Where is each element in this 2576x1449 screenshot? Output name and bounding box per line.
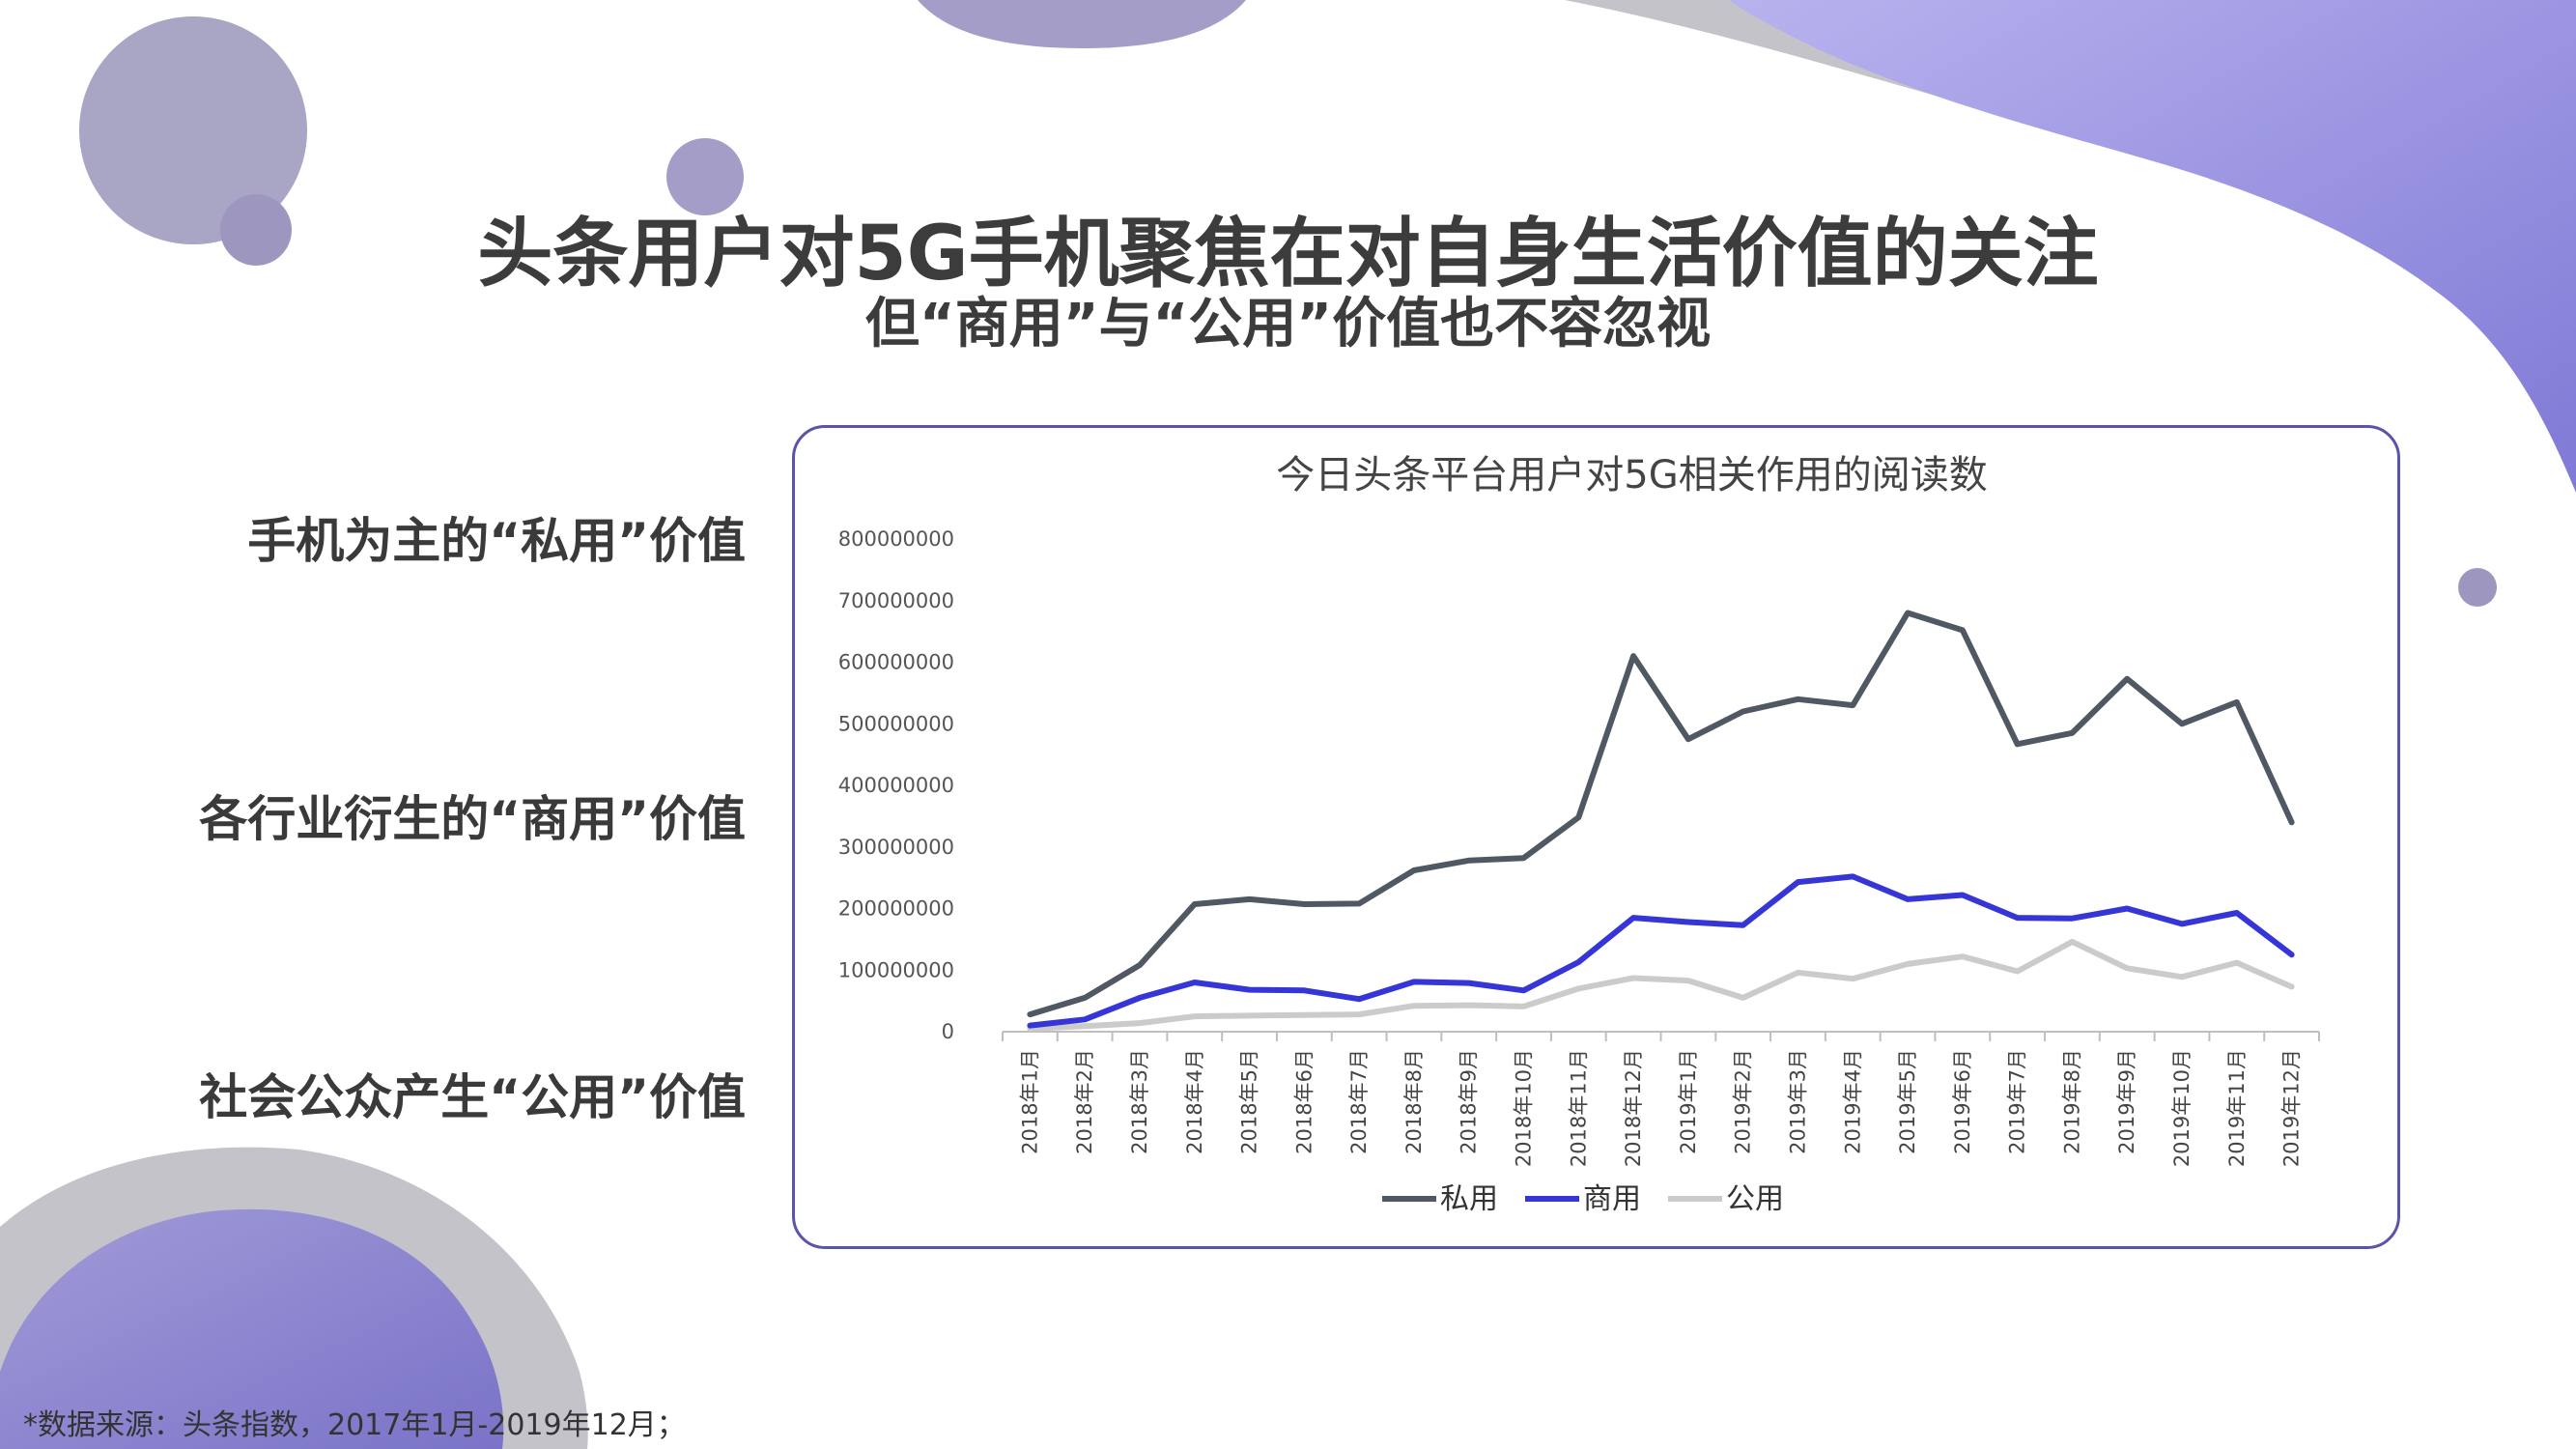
x-tick-label: 2019年12月 <box>2280 1049 2304 1167</box>
y-tick-label: 700000000 <box>838 589 954 612</box>
series-line-私用 <box>1027 610 2295 1018</box>
y-tick-label: 600000000 <box>838 651 954 674</box>
line-chart: 今日头条平台用户对5G相关作用的阅读数 0 100000000 200000000 30… <box>838 453 2320 1216</box>
series-line-公用 <box>1027 938 2295 1032</box>
side-label-public: 社会公众产生“公用”价值 <box>199 1069 746 1125</box>
right-dot <box>2458 568 2497 607</box>
small-circle <box>220 194 292 266</box>
top-right-purple-blob <box>1729 0 2576 493</box>
y-tick-label: 400000000 <box>838 774 954 797</box>
series-line-商用 <box>1027 873 2295 1029</box>
legend-label: 商用 <box>1583 1182 1641 1216</box>
y-tick-label: 0 <box>942 1020 954 1043</box>
x-tick-label: 2018年11月 <box>1567 1049 1590 1167</box>
x-tick-label: 2018年6月 <box>1292 1049 1316 1154</box>
y-tick-label: 300000000 <box>838 836 954 859</box>
x-tick-label: 2019年5月 <box>1896 1049 1919 1154</box>
x-tick-label: 2018年5月 <box>1238 1049 1261 1154</box>
page-subtitle: 但“商用”与“公用”价值也不容忽视 <box>864 293 1712 355</box>
x-tick-label: 2019年2月 <box>1732 1049 1755 1154</box>
y-tick-label: 100000000 <box>838 958 954 981</box>
x-tick-label: 2018年9月 <box>1458 1049 1481 1154</box>
x-tick-label: 2018年1月 <box>1018 1049 1041 1154</box>
chart-container: 今日头条平台用户对5G相关作用的阅读数 0 100000000 200000000 30… <box>792 425 2400 1249</box>
tiny-circle-near-title <box>666 138 744 215</box>
page-title: 头条用户对5G手机聚焦在对自身生活价值的关注 <box>477 211 2099 298</box>
top-center-half-circle <box>918 0 1246 48</box>
x-tick-label: 2019年11月 <box>2225 1049 2249 1167</box>
x-tick-label: 2019年8月 <box>2060 1049 2083 1154</box>
bottom-left-purple-blob <box>0 1208 504 1449</box>
x-tick-label: 2018年8月 <box>1402 1049 1426 1154</box>
x-tick-label: 2018年4月 <box>1183 1049 1206 1154</box>
chart-title: 今日头条平台用户对5G相关作用的阅读数 <box>1276 453 1987 497</box>
legend-label: 公用 <box>1726 1182 1784 1216</box>
x-tick-label: 2019年3月 <box>1786 1049 1809 1154</box>
footnote-source: *数据来源：头条指数，2017年1月-2019年12月； <box>23 1408 686 1442</box>
x-tick-label: 2018年12月 <box>1622 1049 1645 1167</box>
large-circle <box>79 16 307 244</box>
x-tick-label: 2019年10月 <box>2170 1049 2194 1167</box>
x-tick-label: 2019年1月 <box>1677 1049 1700 1154</box>
x-tick-label: 2018年3月 <box>1128 1049 1151 1154</box>
side-label-private: 手机为主的“私用”价值 <box>247 513 746 569</box>
x-tick-label: 2018年7月 <box>1347 1049 1371 1154</box>
y-tick-label: 800000000 <box>838 527 954 551</box>
side-label-commercial: 各行业衍生的“商用”价值 <box>199 791 746 847</box>
y-tick-label: 200000000 <box>838 897 954 921</box>
x-tick-label: 2019年4月 <box>1841 1049 1864 1154</box>
x-tick-label: 2019年6月 <box>1951 1049 1974 1154</box>
y-tick-label: 500000000 <box>838 712 954 735</box>
x-tick-label: 2019年7月 <box>2006 1049 2029 1154</box>
x-tick-label: 2018年2月 <box>1073 1049 1096 1154</box>
x-tick-label: 2019年9月 <box>2115 1049 2138 1154</box>
x-tick-label: 2018年10月 <box>1513 1049 1536 1167</box>
legend-label: 私用 <box>1440 1182 1498 1216</box>
